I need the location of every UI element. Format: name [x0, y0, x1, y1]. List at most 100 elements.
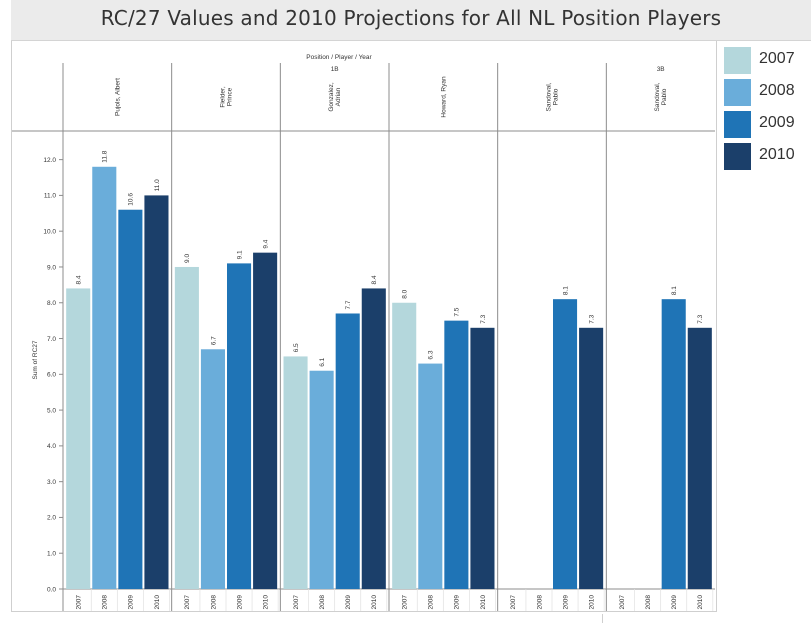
player-name-label: Fielder,: [220, 86, 227, 108]
x-tick-label: 2010: [697, 595, 704, 610]
position-header-1b: 1B: [331, 66, 339, 73]
bar-2008: [92, 166, 117, 589]
y-tick-label: 3.0: [47, 479, 56, 486]
legend: 2007 2008 2009 2010: [724, 47, 810, 175]
player-name-label: Prince: [227, 87, 234, 106]
legend-item-2008[interactable]: 2008: [724, 79, 810, 111]
legend-label-2009: 2009: [759, 114, 795, 131]
x-tick-label: 2009: [562, 595, 569, 610]
bar-value-label: 7.3: [480, 314, 487, 323]
x-tick-label: 2009: [454, 595, 461, 610]
legend-item-2010[interactable]: 2010: [724, 143, 810, 175]
x-tick-label: 2010: [480, 595, 487, 610]
bar-value-label: 6.3: [428, 350, 435, 359]
bar-2008: [309, 370, 334, 589]
y-tick-label: 10.0: [43, 228, 56, 235]
bar-2010: [687, 327, 712, 589]
bar-2008: [200, 349, 225, 589]
bar-value-label: 8.4: [76, 275, 83, 284]
legend-label-2007: 2007: [759, 50, 795, 67]
legend-label-2008: 2008: [759, 82, 795, 99]
x-tick-label: 2009: [236, 595, 243, 610]
y-tick-label: 12.0: [43, 157, 56, 164]
bar-value-label: 7.7: [345, 300, 352, 309]
bar-2008: [418, 363, 443, 589]
bar-value-label: 8.1: [562, 286, 569, 295]
x-tick-label: 2010: [154, 595, 161, 610]
legend-item-2009[interactable]: 2009: [724, 111, 810, 143]
x-tick-label: 2008: [536, 595, 543, 610]
player-name-label: Howard, Ryan: [440, 76, 447, 118]
legend-swatch-2009: [724, 111, 751, 138]
x-tick-label: 2010: [371, 595, 378, 610]
x-tick-label: 2008: [319, 595, 326, 610]
y-tick-label: 11.0: [44, 193, 57, 200]
bar-value-label: 11.8: [102, 150, 109, 163]
bar-2007: [283, 356, 308, 589]
bar-value-label: 7.3: [697, 314, 704, 323]
bar-value-label: 6.7: [210, 336, 217, 345]
bar-value-label: 10.6: [128, 193, 135, 206]
y-tick-label: 1.0: [47, 551, 56, 558]
x-tick-label: 2007: [293, 595, 300, 610]
bar-2009: [444, 320, 469, 589]
player-name-label: Sandoval,: [546, 82, 553, 111]
y-tick-label: 5.0: [47, 407, 56, 414]
y-tick-label: 0.0: [47, 586, 56, 593]
bar-value-label: 11.0: [154, 179, 161, 192]
scroll-divider: [602, 614, 603, 623]
bar-2009: [227, 263, 252, 589]
column-header-label: Position / Player / Year: [306, 54, 372, 61]
bar-value-label: 6.1: [319, 357, 326, 366]
legend-swatch-2007: [724, 47, 751, 74]
player-name-label: Gonzalez,: [328, 82, 335, 111]
x-tick-label: 2008: [102, 595, 109, 610]
y-tick-label: 9.0: [47, 264, 56, 271]
bar-value-label: 9.0: [184, 254, 191, 263]
bar-value-label: 6.5: [293, 343, 300, 352]
legend-label-2010: 2010: [759, 146, 795, 163]
x-tick-label: 2009: [128, 595, 135, 610]
y-tick-label: 8.0: [47, 300, 56, 307]
chart-title: RC/27 Values and 2010 Projections for Al…: [100, 6, 722, 30]
y-tick-label: 2.0: [47, 515, 56, 522]
bar-2009: [118, 209, 143, 589]
player-name-label: Pablo: [553, 88, 560, 105]
bar-2009: [553, 299, 578, 589]
x-tick-label: 2008: [645, 595, 652, 610]
y-tick-label: 6.0: [47, 372, 56, 379]
bar-2010: [144, 195, 169, 589]
y-tick-label: 4.0: [47, 443, 56, 450]
legend-swatch-2010: [724, 143, 751, 170]
bar-value-label: 9.4: [262, 239, 269, 248]
x-tick-label: 2010: [262, 595, 269, 610]
player-name-label: Pablo: [661, 88, 668, 105]
x-tick-label: 2008: [210, 595, 217, 610]
bar-2010: [361, 288, 386, 589]
x-tick-label: 2008: [428, 595, 435, 610]
player-name-label: Sandoval,: [654, 82, 661, 111]
bar-2009: [661, 299, 686, 589]
legend-item-2007[interactable]: 2007: [724, 47, 810, 79]
bar-2009: [335, 313, 360, 589]
bar-value-label: 9.1: [236, 250, 243, 259]
bar-value-label: 8.1: [671, 286, 678, 295]
bar-value-label: 8.4: [371, 275, 378, 284]
x-tick-label: 2009: [671, 595, 678, 610]
x-tick-label: 2007: [619, 595, 626, 610]
bar-2010: [470, 327, 495, 589]
bar-2007: [392, 302, 417, 589]
x-tick-label: 2007: [510, 595, 517, 610]
position-header-3b: 3B: [657, 66, 665, 73]
x-tick-label: 2009: [345, 595, 352, 610]
bar-value-label: 7.5: [454, 307, 461, 316]
bar-value-label: 7.3: [588, 314, 595, 323]
x-tick-label: 2007: [402, 595, 409, 610]
bar-2010: [579, 327, 604, 589]
title-bar: RC/27 Values and 2010 Projections for Al…: [11, 0, 811, 41]
player-name-label: Adrian: [335, 87, 342, 106]
x-tick-label: 2010: [588, 595, 595, 610]
x-tick-label: 2007: [76, 595, 83, 610]
x-tick-label: 2007: [184, 595, 191, 610]
legend-swatch-2008: [724, 79, 751, 106]
